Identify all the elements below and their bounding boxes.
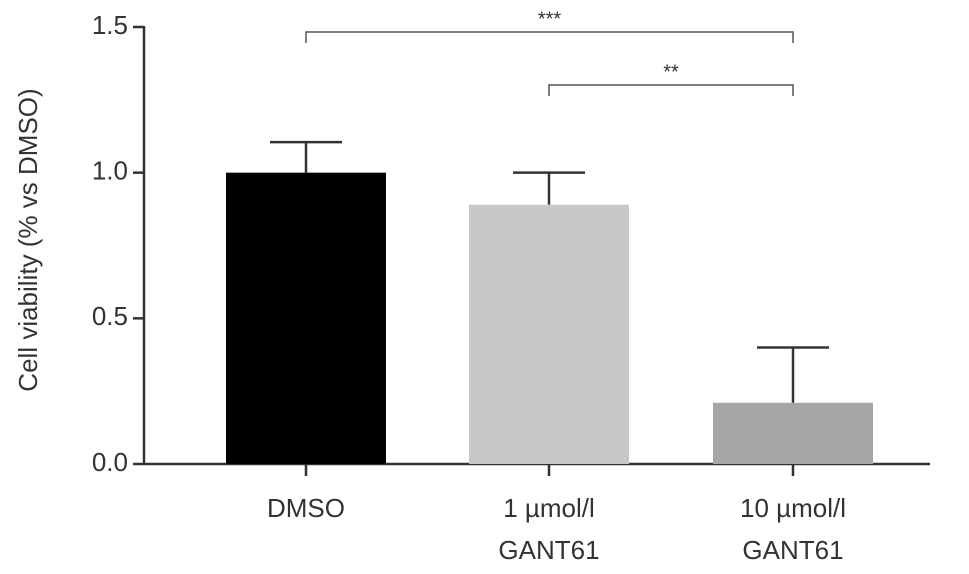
significance-label: **	[663, 61, 679, 83]
significance-label: ***	[538, 8, 562, 30]
bar	[713, 402, 873, 464]
y-tick-label: 0.0	[92, 447, 128, 477]
significance-bracket	[548, 84, 794, 96]
bar	[469, 204, 629, 465]
y-tick-label: 1.0	[92, 156, 128, 186]
significance-bracket	[305, 31, 794, 43]
y-tick-label: 0.5	[92, 301, 128, 331]
x-tick-label: 10 µmol/l	[740, 493, 846, 523]
x-tick-label: GANT61	[742, 535, 843, 565]
x-tick-label: GANT61	[498, 535, 599, 565]
y-axis-label: Cell viability (% vs DMSO)	[13, 88, 43, 391]
x-tick-label: DMSO	[267, 493, 345, 523]
y-tick-label: 1.5	[92, 10, 128, 40]
bar	[226, 172, 386, 464]
x-tick-label: 1 µmol/l	[503, 493, 595, 523]
